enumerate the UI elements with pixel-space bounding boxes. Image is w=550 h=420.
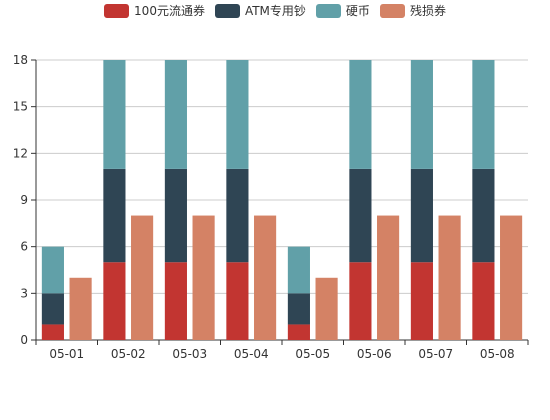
x-tick-label: 05-06 bbox=[357, 347, 392, 361]
bar-05-08-series-2 bbox=[472, 60, 495, 169]
bar-05-08-series-3 bbox=[500, 215, 523, 340]
legend-item-coin[interactable]: 硬币 bbox=[315, 2, 370, 19]
bar-05-05-series-3 bbox=[315, 277, 338, 340]
bar-05-01-series-2 bbox=[41, 246, 64, 294]
y-tick-label: 18 bbox=[13, 53, 28, 67]
bar-05-07-series-2 bbox=[410, 60, 433, 169]
legend-label: 硬币 bbox=[345, 4, 370, 18]
bar-05-02-series-0 bbox=[103, 262, 126, 340]
bar-05-03-series-1 bbox=[164, 168, 187, 263]
bar-05-05-series-0 bbox=[287, 324, 310, 340]
legend-swatch bbox=[104, 3, 130, 18]
legend-item-damaged[interactable]: 残损券 bbox=[379, 2, 446, 19]
bar-05-08-series-1 bbox=[472, 168, 495, 263]
bar-05-01-series-0 bbox=[41, 324, 64, 340]
bar-05-04-series-0 bbox=[226, 262, 249, 340]
legend-swatch bbox=[315, 3, 341, 18]
legend-swatch bbox=[214, 3, 240, 18]
bar-05-06-series-1 bbox=[349, 168, 372, 263]
x-tick-label: 05-05 bbox=[295, 347, 330, 361]
bar-05-06-series-2 bbox=[349, 60, 372, 169]
bar-05-05-series-1 bbox=[287, 293, 310, 325]
bar-05-01-series-1 bbox=[41, 293, 64, 325]
x-tick-label: 05-04 bbox=[234, 347, 269, 361]
y-tick-label: 9 bbox=[20, 193, 28, 207]
bar-05-03-series-3 bbox=[192, 215, 215, 340]
bar-05-04-series-2 bbox=[226, 60, 249, 169]
bar-05-04-series-3 bbox=[254, 215, 277, 340]
x-tick-label: 05-08 bbox=[480, 347, 515, 361]
legend-label: 100元流通券 bbox=[134, 4, 205, 18]
bar-05-06-series-0 bbox=[349, 262, 372, 340]
bar-05-01-series-3 bbox=[69, 277, 92, 340]
bar-05-07-series-1 bbox=[410, 168, 433, 263]
x-tick-label: 05-02 bbox=[111, 347, 146, 361]
bar-05-03-series-2 bbox=[164, 60, 187, 169]
legend-label: 残损券 bbox=[409, 4, 446, 18]
bar-05-05-series-2 bbox=[287, 246, 310, 294]
legend-swatch bbox=[379, 3, 405, 18]
bar-05-07-series-3 bbox=[438, 215, 461, 340]
bar-05-02-series-3 bbox=[131, 215, 154, 340]
x-tick-label: 05-01 bbox=[49, 347, 84, 361]
y-tick-label: 6 bbox=[20, 240, 28, 254]
x-tick-label: 05-03 bbox=[172, 347, 207, 361]
bar-05-02-series-1 bbox=[103, 168, 126, 263]
y-tick-label: 0 bbox=[20, 333, 28, 347]
bar-05-08-series-0 bbox=[472, 262, 495, 340]
bar-05-02-series-2 bbox=[103, 60, 126, 169]
legend-label: ATM专用钞 bbox=[244, 4, 306, 18]
y-tick-label: 15 bbox=[13, 100, 28, 114]
legend-item-atm[interactable]: ATM专用钞 bbox=[214, 2, 306, 19]
y-tick-label: 12 bbox=[13, 146, 28, 160]
x-tick-label: 05-07 bbox=[418, 347, 453, 361]
bar-05-07-series-0 bbox=[410, 262, 433, 340]
legend: 100元流通券 ATM专用钞 硬币 残损券 bbox=[0, 2, 550, 19]
bar-05-03-series-0 bbox=[164, 262, 187, 340]
bar-05-06-series-3 bbox=[377, 215, 400, 340]
y-tick-label: 3 bbox=[20, 286, 28, 300]
bar-05-04-series-1 bbox=[226, 168, 249, 263]
legend-item-100yuan[interactable]: 100元流通券 bbox=[104, 2, 205, 19]
